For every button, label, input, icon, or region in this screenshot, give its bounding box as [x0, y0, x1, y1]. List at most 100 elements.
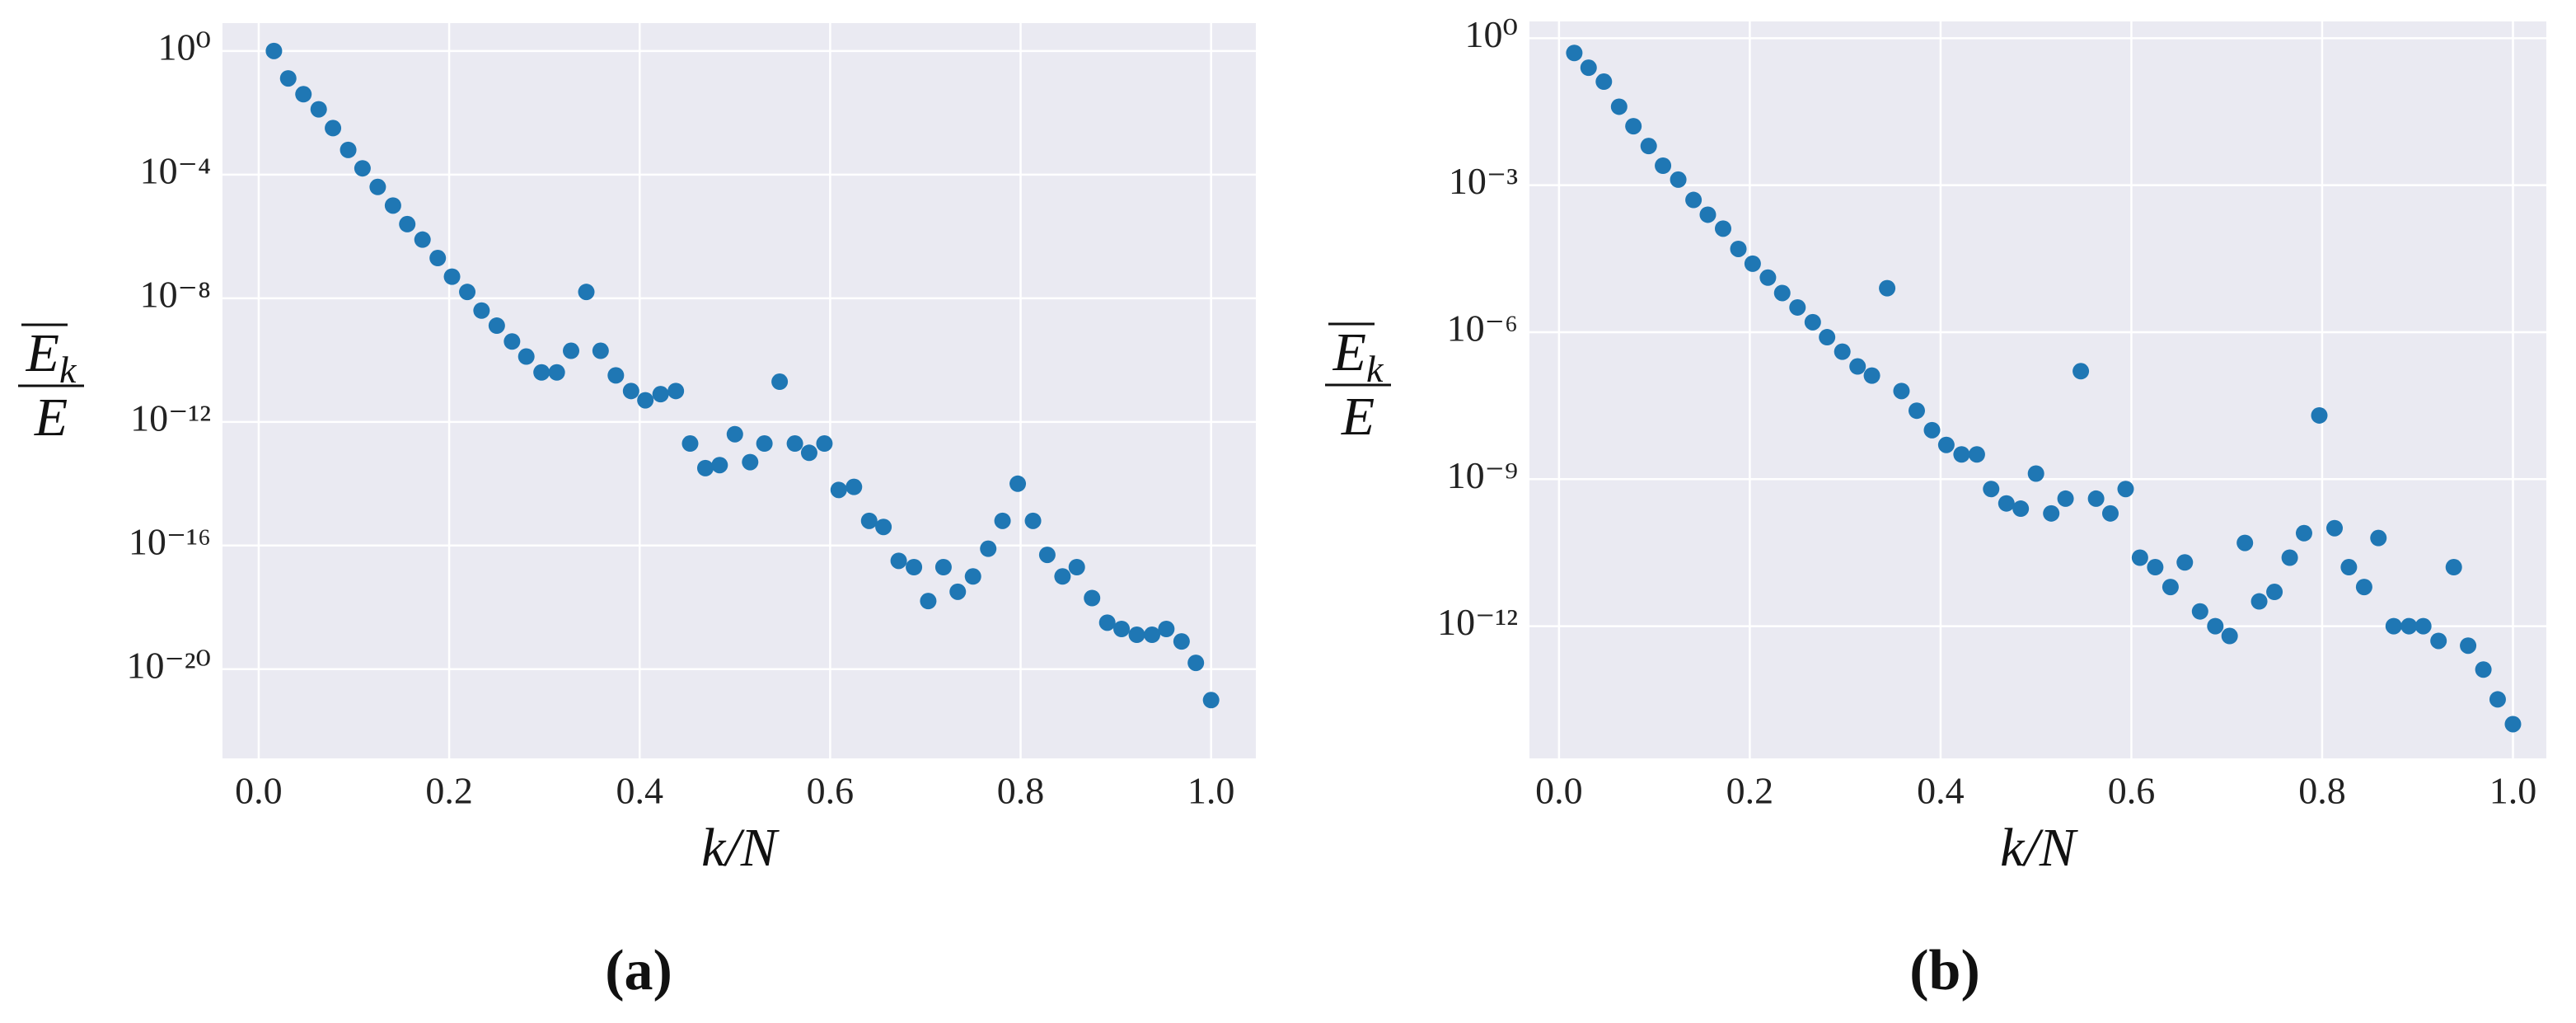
- point: [2221, 627, 2238, 645]
- point: [2445, 559, 2462, 576]
- point: [875, 519, 892, 536]
- point: [1640, 138, 1657, 155]
- caption: (b): [1909, 939, 1980, 1002]
- point: [1144, 626, 1161, 644]
- point: [2250, 593, 2268, 610]
- point: [1054, 568, 1071, 585]
- point: [1759, 269, 1777, 286]
- point: [2281, 549, 2298, 566]
- point: [2385, 617, 2402, 635]
- point: [1953, 446, 1970, 463]
- point: [1849, 358, 1866, 375]
- point: [771, 373, 789, 391]
- y-tick-label: 10⁻¹²: [1437, 601, 1518, 643]
- y-axis-title-symbol: E: [1332, 322, 1366, 382]
- point: [1968, 446, 1985, 463]
- point: [1113, 621, 1131, 638]
- point: [2355, 579, 2372, 596]
- point: [279, 70, 297, 87]
- point: [2027, 465, 2044, 482]
- y-tick-label: 10⁻¹²: [130, 397, 211, 439]
- point: [384, 197, 401, 214]
- point: [1187, 655, 1205, 672]
- y-axis-title-subscript: k: [59, 349, 77, 391]
- point: [1566, 45, 1583, 62]
- point: [830, 481, 847, 499]
- point: [2266, 584, 2283, 601]
- point: [2295, 524, 2312, 542]
- point: [1879, 279, 1896, 297]
- point: [1173, 633, 1190, 650]
- point: [2504, 716, 2522, 733]
- point: [860, 512, 878, 529]
- y-tick-label: 10⁰: [158, 26, 211, 68]
- point: [1937, 436, 1955, 453]
- point: [681, 435, 699, 453]
- point: [533, 364, 550, 381]
- point: [2161, 579, 2179, 596]
- point: [2236, 534, 2254, 551]
- point: [2414, 617, 2432, 635]
- point: [340, 141, 357, 158]
- point: [2370, 529, 2387, 547]
- point: [488, 317, 505, 335]
- point: [503, 333, 521, 350]
- point: [2087, 490, 2105, 507]
- point: [2131, 549, 2148, 566]
- point: [1744, 255, 1761, 272]
- point: [354, 160, 371, 177]
- point: [2400, 617, 2418, 635]
- point: [994, 512, 1011, 529]
- point: [2012, 500, 2030, 518]
- point: [742, 453, 759, 471]
- y-tick-label: 10⁻⁴: [140, 149, 211, 191]
- point: [934, 559, 952, 576]
- point: [2101, 504, 2119, 522]
- point: [2489, 691, 2506, 708]
- point: [890, 552, 907, 570]
- point: [1098, 614, 1116, 631]
- point: [2207, 617, 2224, 635]
- point: [2460, 637, 2477, 655]
- y-tick-label: 10⁻⁶: [1447, 307, 1518, 350]
- point: [816, 435, 833, 453]
- point: [696, 459, 714, 476]
- x-tick-label: 0.8: [997, 770, 1045, 812]
- y-tick-label: 10⁻⁹: [1447, 454, 1518, 496]
- point: [667, 382, 685, 400]
- point: [325, 120, 342, 137]
- point: [1202, 692, 1220, 709]
- point: [2311, 406, 2328, 424]
- point: [800, 444, 817, 462]
- y-axis-title-denominator: E: [34, 387, 68, 448]
- point: [459, 284, 476, 301]
- point: [369, 178, 386, 195]
- y-axis-title-numerator: Ek: [1332, 322, 1384, 390]
- point: [2340, 559, 2358, 576]
- y-axis-title-subscript: k: [1366, 348, 1384, 390]
- point: [607, 367, 625, 384]
- plot-area: [222, 23, 1256, 758]
- x-tick-label: 0.2: [1726, 770, 1774, 812]
- point: [1908, 402, 1925, 420]
- y-tick-label: 10⁻¹⁶: [129, 520, 211, 562]
- point: [786, 435, 803, 453]
- point: [1610, 98, 1628, 115]
- point: [1789, 298, 1806, 316]
- point: [1804, 313, 1821, 331]
- x-tick-label: 0.0: [235, 770, 283, 812]
- point: [1158, 621, 1175, 638]
- x-tick-label: 0.6: [807, 770, 855, 812]
- point: [1773, 284, 1791, 302]
- point: [1998, 495, 2015, 512]
- point: [265, 42, 283, 59]
- point: [1655, 157, 1672, 175]
- point: [414, 231, 431, 248]
- point: [980, 540, 997, 557]
- chart: 10⁰ 10⁻⁴ 10⁻⁸ 10⁻¹² 10⁻¹⁶ 10⁻²⁰ 0.0 0.2 0.4 0.6 0.…: [18, 23, 1256, 1002]
- point: [2326, 519, 2344, 537]
- point: [1024, 512, 1042, 529]
- point: [2147, 559, 2164, 576]
- point: [548, 364, 565, 381]
